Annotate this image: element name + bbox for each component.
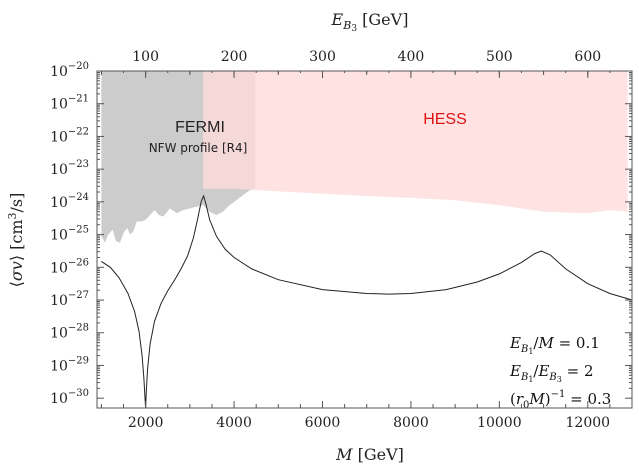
x-tick-label: 4000 bbox=[216, 415, 252, 431]
x-tick-label: 8000 bbox=[393, 415, 429, 431]
y-tick-label: 10−27 bbox=[50, 290, 89, 309]
y-tick-label: 10−22 bbox=[50, 126, 89, 145]
x2-axis-title: EB3 [GeV] bbox=[331, 10, 409, 34]
fermi-label: FERMI bbox=[175, 119, 225, 136]
x-axis-title: M [GeV] bbox=[335, 445, 404, 464]
region-hess bbox=[203, 71, 628, 214]
x2-tick-label: 600 bbox=[574, 49, 601, 65]
annotation-eb1-over-m: EB1/M = 0.1 bbox=[509, 334, 600, 356]
x2-tick-label: 300 bbox=[309, 49, 336, 65]
tick-labels: 2000 4000 6000 8000 10000 12000 100 200 300 400 50… bbox=[50, 49, 610, 431]
cross-section-curves bbox=[101, 194, 633, 409]
x2-tick-label: 500 bbox=[486, 49, 513, 65]
series-line-0 bbox=[101, 194, 633, 409]
x-tick-label: 10000 bbox=[477, 415, 522, 431]
y-tick-label: 10−29 bbox=[50, 355, 89, 374]
hess-label: HESS bbox=[423, 111, 467, 128]
y-tick-label: 10−20 bbox=[50, 61, 89, 80]
y-tick-label: 10−28 bbox=[50, 323, 89, 342]
y-tick-label: 10−23 bbox=[50, 159, 89, 178]
parameter-annotations: EB1/M = 0.1 EB1/EB3 = 2 (r0M)−1 = 0.3 bbox=[509, 334, 611, 411]
excluded-regions bbox=[101, 71, 628, 243]
annotation-eb1-over-eb3: EB1/EB3 = 2 bbox=[509, 362, 594, 384]
x-tick-label: 2000 bbox=[128, 415, 164, 431]
fermi-sublabel: NFW profile [R4] bbox=[149, 141, 248, 155]
y-tick-label: 10−30 bbox=[50, 388, 89, 407]
x2-tick-label: 100 bbox=[132, 49, 159, 65]
y-tick-label: 10−21 bbox=[50, 94, 89, 113]
x2-tick-label: 200 bbox=[221, 49, 248, 65]
x-tick-label: 6000 bbox=[305, 415, 341, 431]
y-axis-title: ⟨σv⟩ [cm3/s] bbox=[6, 193, 26, 288]
y-tick-label: 10−25 bbox=[50, 225, 89, 244]
y-tick-label: 10−24 bbox=[50, 192, 89, 211]
x2-tick-label: 400 bbox=[398, 49, 425, 65]
y-tick-label: 10−26 bbox=[50, 257, 89, 276]
x-tick-label: 12000 bbox=[566, 415, 611, 431]
axis-ticks bbox=[97, 70, 633, 408]
